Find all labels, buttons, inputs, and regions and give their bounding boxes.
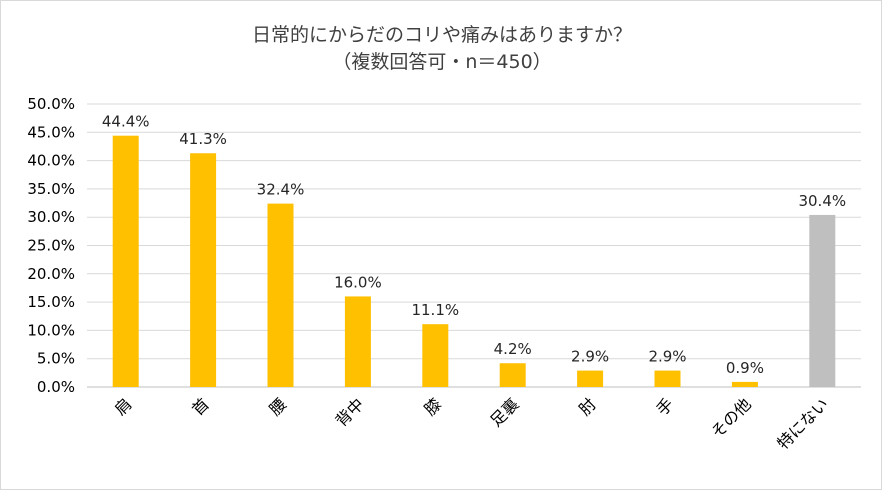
bars <box>112 135 836 387</box>
data-label: 41.3% <box>179 130 227 148</box>
x-axis-categories: 肩 首 腰 背中 膝 足裏 肘 手 その他 特にない <box>111 394 832 453</box>
y-tick-label: 15.0% <box>27 293 75 311</box>
bar <box>654 370 681 387</box>
data-labels: 44.4% 41.3% 32.4% 16.0% 11.1% 4.2% 2.9% 2.9% 0.9… <box>102 113 846 377</box>
category-label: 首 <box>188 394 213 419</box>
y-tick-label: 40.0% <box>27 152 75 170</box>
y-tick-label: 0.0% <box>37 378 75 396</box>
y-tick-label: 50.0% <box>27 95 75 113</box>
bar <box>267 203 294 387</box>
category-label: 腰 <box>266 394 291 419</box>
data-label: 4.2% <box>494 340 532 358</box>
data-label: 0.9% <box>726 359 764 377</box>
data-label: 2.9% <box>571 348 609 366</box>
category-label: 足裏 <box>486 394 522 430</box>
chart-subtitle: （複数回答可・n＝450） <box>332 51 551 73</box>
y-tick-label: 25.0% <box>27 237 75 255</box>
bar <box>731 381 758 387</box>
y-tick-label: 35.0% <box>27 180 75 198</box>
y-tick-label: 45.0% <box>27 123 75 141</box>
data-label: 2.9% <box>648 348 686 366</box>
y-tick-label: 10.0% <box>27 321 75 339</box>
category-label: 膝 <box>420 394 445 419</box>
category-label: 手 <box>653 394 678 419</box>
category-label: その他 <box>707 394 754 441</box>
data-label: 11.1% <box>411 301 459 319</box>
y-tick-label: 30.0% <box>27 208 75 226</box>
bar <box>112 135 139 387</box>
data-label: 44.4% <box>102 113 150 131</box>
bar <box>577 370 604 387</box>
data-label: 32.4% <box>257 181 305 199</box>
category-label: 特にない <box>773 394 832 453</box>
bar <box>422 324 449 387</box>
category-label: 肘 <box>575 394 600 419</box>
y-tick-label: 5.0% <box>37 350 75 368</box>
category-label: 肩 <box>111 394 136 419</box>
bar <box>190 153 217 387</box>
bar <box>809 214 836 387</box>
y-axis-ticks: 0.0% 5.0% 10.0% 15.0% 20.0% 25.0% 30.0% 35.0% 40… <box>27 95 75 396</box>
chart-title: 日常的にからだのコリや痛みはありますか？ <box>252 24 632 46</box>
data-label: 16.0% <box>334 273 382 291</box>
bar <box>499 363 526 387</box>
data-label: 30.4% <box>798 192 846 210</box>
y-tick-label: 20.0% <box>27 265 75 283</box>
category-label: 背中 <box>332 394 368 430</box>
bar <box>344 296 371 387</box>
